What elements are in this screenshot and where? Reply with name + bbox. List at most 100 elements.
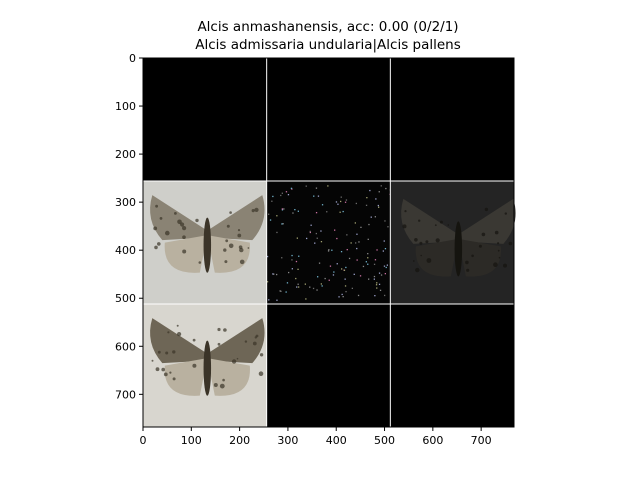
moth-wing-spot xyxy=(192,338,196,342)
moth-wing-spot xyxy=(402,224,407,229)
speckle-pixel xyxy=(377,204,379,207)
moth-wing-spot xyxy=(154,245,158,250)
moth-hindwing-right xyxy=(207,235,250,273)
moth-wing-spot xyxy=(217,327,221,332)
speckle-pixel xyxy=(337,203,339,205)
moth-wing-spot xyxy=(239,247,244,253)
moth-wing-spot xyxy=(155,367,160,372)
speckle-pixel xyxy=(384,273,386,275)
speckle-pixel xyxy=(380,185,382,187)
moth-hindwing-left xyxy=(415,238,459,277)
moth-wing-spot xyxy=(503,263,507,268)
image-tile-black xyxy=(390,304,514,427)
speckle-pixel xyxy=(318,262,321,264)
speckle-pixel xyxy=(297,210,299,212)
moth-hindwing-left xyxy=(164,235,208,273)
speckle-pixel xyxy=(365,204,368,206)
speckle-pixel xyxy=(368,223,370,226)
speckle-pixel xyxy=(320,283,322,285)
speckle-pixel xyxy=(348,257,351,260)
moth-wing-spot xyxy=(254,336,257,339)
speckle-pixel xyxy=(266,255,269,258)
moth-wing-spot xyxy=(224,260,228,264)
moth-wing-spot xyxy=(159,217,163,220)
speckle-pixel xyxy=(316,289,318,291)
moth-wing-spot xyxy=(504,212,507,215)
moth-wing-spot xyxy=(494,230,499,235)
speckle-pixel xyxy=(317,195,320,197)
image-tile-speckle-map xyxy=(266,181,391,304)
speckle-pixel xyxy=(268,213,270,215)
speckle-pixel xyxy=(309,230,311,233)
speckle-pixel xyxy=(296,286,298,288)
moth-wing-spot xyxy=(163,372,168,377)
speckle-pixel xyxy=(355,242,357,244)
speckle-pixel xyxy=(291,268,293,270)
speckle-pixel xyxy=(357,294,360,297)
chart-title-line-2: Alcis admissaria undularia|Alcis pallens xyxy=(195,37,461,53)
moth-wing-spot xyxy=(478,244,482,248)
moth-wing-spot xyxy=(226,224,230,228)
speckle-pixel xyxy=(345,291,347,293)
speckle-pixel xyxy=(268,299,270,301)
moth-wing-spot xyxy=(414,238,418,242)
speckle-pixel xyxy=(281,257,283,259)
speckle-pixel xyxy=(354,222,356,224)
speckle-pixel xyxy=(346,249,348,251)
moth-wing-spot xyxy=(172,350,176,354)
speckle-pixel xyxy=(334,229,336,231)
speckle-pixel xyxy=(283,208,285,210)
moth-wing-spot xyxy=(481,232,486,237)
moth-wing-spot xyxy=(484,207,489,212)
moth-wing-spot xyxy=(497,242,500,245)
moth-wing-spot xyxy=(223,328,227,332)
speckle-pixel xyxy=(373,278,375,280)
speckle-pixel xyxy=(356,233,358,235)
speckle-pixel xyxy=(327,250,330,252)
speckle-pixel xyxy=(360,226,362,228)
y-tick-label: 100 xyxy=(115,100,136,113)
speckle-pixel xyxy=(375,284,378,286)
speckle-pixel xyxy=(339,211,341,213)
moth-wing-spot xyxy=(251,209,255,213)
speckle-pixel xyxy=(320,230,322,232)
speckle-pixel xyxy=(353,273,355,275)
speckle-pixel xyxy=(288,271,290,274)
speckle-pixel xyxy=(385,266,387,269)
tile-background xyxy=(266,181,391,304)
speckle-pixel xyxy=(336,237,338,240)
speckle-pixel xyxy=(295,277,297,280)
moth-wing-spot xyxy=(176,324,179,327)
moth-wing-spot xyxy=(182,235,186,239)
speckle-pixel xyxy=(344,201,347,203)
moth-wing-spot xyxy=(231,359,237,364)
speckle-pixel xyxy=(276,215,278,217)
speckle-pixel xyxy=(386,264,388,266)
moth-wing-spot xyxy=(259,353,264,357)
speckle-pixel xyxy=(292,212,294,214)
moth-wing-spot xyxy=(252,341,257,346)
speckle-pixel xyxy=(378,283,381,285)
moth-wing-spot xyxy=(195,218,199,223)
moth-wing-spot xyxy=(177,332,182,337)
moth-wing-spot xyxy=(258,371,264,377)
speckle-pixel xyxy=(279,290,281,292)
speckle-pixel xyxy=(331,249,333,251)
speckle-pixel xyxy=(281,223,283,225)
moth-forewing-right xyxy=(458,198,516,244)
speckle-pixel xyxy=(374,259,377,261)
speckle-pixel xyxy=(379,289,382,291)
moth-wing-spot xyxy=(471,254,474,258)
speckle-pixel xyxy=(340,200,342,203)
moth-wing-spot xyxy=(412,260,415,262)
moth-wing-spot xyxy=(157,350,161,354)
speckle-pixel xyxy=(328,249,330,251)
speckle-pixel xyxy=(313,195,315,197)
moth-hindwing-right xyxy=(207,358,250,396)
speckle-pixel xyxy=(298,255,300,257)
speckle-pixel xyxy=(345,199,348,201)
speckle-pixel xyxy=(327,185,329,187)
moth-wing-spot xyxy=(419,241,423,245)
speckle-pixel xyxy=(374,216,376,218)
